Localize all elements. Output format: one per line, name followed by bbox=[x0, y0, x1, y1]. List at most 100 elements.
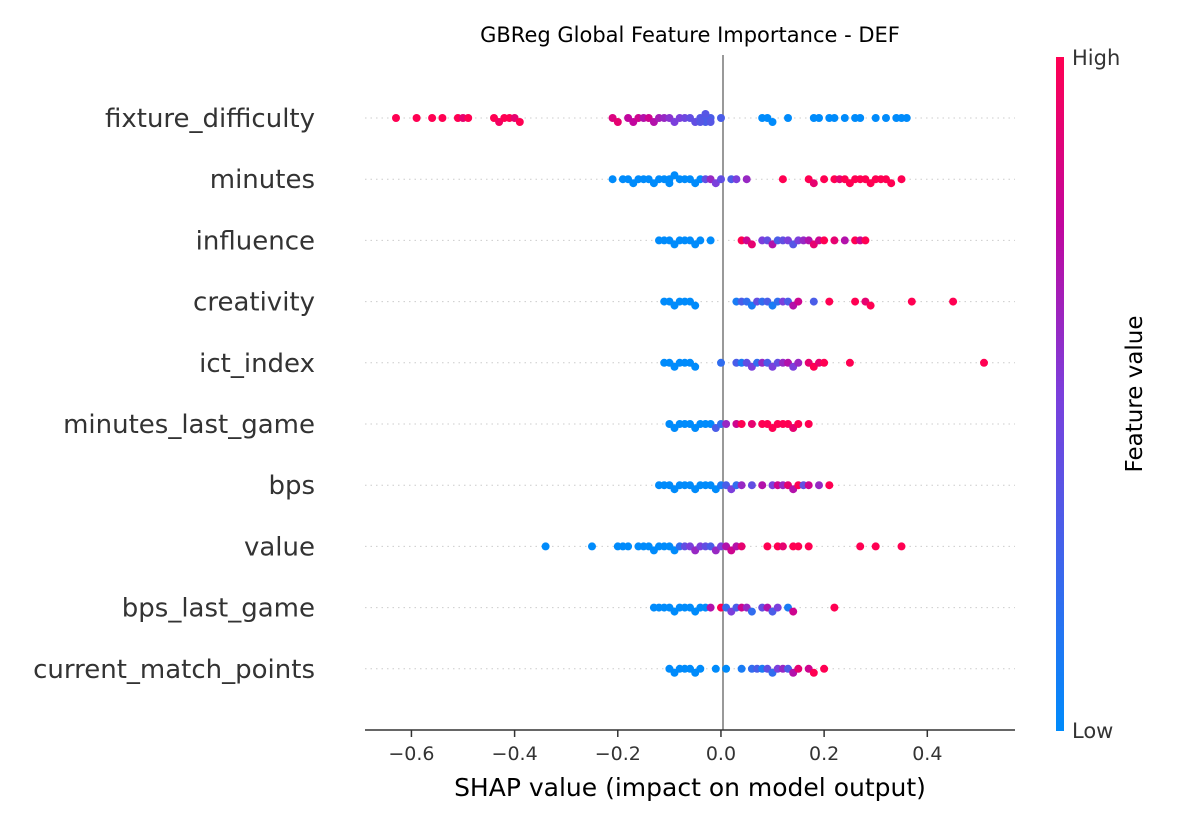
shap-point bbox=[897, 175, 906, 184]
x-tick-label: 0.2 bbox=[809, 743, 839, 765]
shap-point bbox=[794, 542, 803, 551]
shap-point bbox=[980, 358, 988, 367]
shap-point bbox=[747, 420, 756, 428]
feature-label: current_match_points bbox=[33, 655, 315, 685]
shap-point bbox=[784, 114, 792, 122]
x-ticks: −0.6 −0.4 −0.2 0.0 0.2 0.4 bbox=[388, 730, 942, 765]
shap-point bbox=[949, 297, 958, 306]
feature-label: value bbox=[244, 532, 315, 562]
shap-point bbox=[851, 297, 860, 306]
shap-point bbox=[588, 542, 596, 551]
shap-point bbox=[732, 175, 741, 184]
shap-point bbox=[815, 114, 823, 122]
shap-point bbox=[706, 118, 715, 126]
shap-point bbox=[902, 114, 911, 122]
shap-point bbox=[737, 420, 746, 428]
shap-point bbox=[815, 481, 823, 490]
shap-point bbox=[665, 179, 674, 188]
feature-label: minutes_last_game bbox=[63, 410, 315, 440]
feature-label: bps bbox=[268, 471, 315, 501]
shap-point bbox=[717, 358, 725, 367]
shap-point bbox=[696, 118, 705, 126]
colorbar-title: Feature value bbox=[1122, 315, 1148, 472]
x-tick-label: −0.2 bbox=[595, 743, 641, 765]
shap-point bbox=[747, 240, 756, 249]
shap-point bbox=[722, 664, 731, 673]
shap-point bbox=[737, 542, 746, 551]
x-tick-label: −0.6 bbox=[388, 743, 434, 765]
shap-point bbox=[830, 236, 839, 245]
shap-point bbox=[737, 481, 746, 490]
shap-point bbox=[866, 301, 875, 310]
shap-point bbox=[825, 297, 834, 306]
shap-point bbox=[789, 607, 798, 616]
shap-point bbox=[809, 668, 818, 677]
shap-point bbox=[856, 114, 865, 122]
row-gridlines bbox=[365, 117, 1015, 670]
shap-point bbox=[768, 118, 777, 126]
colorbar-high-label: High bbox=[1072, 46, 1120, 70]
shap-point bbox=[778, 542, 787, 551]
shap-point bbox=[722, 420, 731, 428]
shap-point bbox=[804, 542, 813, 551]
shap-point bbox=[696, 236, 705, 245]
chart-title: GBReg Global Feature Importance - DEF bbox=[480, 23, 900, 47]
shap-point bbox=[541, 542, 550, 551]
shap-point bbox=[830, 603, 839, 612]
shap-point bbox=[711, 664, 720, 673]
shap-point bbox=[696, 664, 705, 673]
x-axis-label: SHAP value (impact on model output) bbox=[454, 773, 926, 802]
shap-point bbox=[624, 542, 633, 551]
shap-point bbox=[763, 542, 772, 551]
shap-point bbox=[794, 420, 803, 428]
shap-point bbox=[742, 175, 751, 184]
x-tick-label: 0.0 bbox=[706, 743, 736, 765]
shap-point bbox=[464, 114, 473, 122]
shap-point bbox=[820, 236, 829, 245]
shap-point bbox=[882, 114, 890, 122]
shap-point bbox=[691, 301, 700, 310]
shap-point bbox=[608, 175, 617, 184]
colorbar-low-label: Low bbox=[1072, 719, 1113, 743]
shap-point bbox=[897, 542, 906, 551]
shap-point bbox=[840, 114, 849, 122]
shap-point bbox=[907, 297, 916, 306]
feature-label: minutes bbox=[210, 165, 315, 195]
shap-point bbox=[706, 603, 715, 612]
shap-point bbox=[758, 481, 767, 490]
feature-label: ict_index bbox=[199, 349, 315, 379]
shap-point bbox=[809, 179, 818, 188]
shap-point bbox=[747, 481, 756, 490]
shap-point bbox=[820, 358, 829, 367]
shap-point bbox=[613, 118, 622, 126]
shap-point bbox=[804, 481, 813, 490]
colorbar bbox=[1056, 57, 1064, 731]
x-tick-label: 0.4 bbox=[912, 743, 942, 765]
shap-point bbox=[825, 481, 834, 490]
shap-point bbox=[794, 297, 803, 306]
feature-label: bps_last_game bbox=[122, 594, 315, 624]
shap-point bbox=[706, 236, 715, 245]
shap-point bbox=[778, 175, 787, 184]
feature-label: influence bbox=[196, 226, 315, 256]
shap-point bbox=[515, 118, 524, 126]
feature-label: fixture_difficulty bbox=[105, 104, 315, 134]
points-layer bbox=[392, 110, 988, 677]
shap-point bbox=[794, 664, 803, 673]
shap-point bbox=[794, 358, 803, 367]
shap-point bbox=[737, 664, 746, 673]
shap-point bbox=[820, 664, 829, 673]
shap-point bbox=[820, 175, 829, 184]
shap-point bbox=[830, 114, 839, 122]
shap-point bbox=[773, 603, 782, 612]
shap-point bbox=[717, 114, 725, 122]
shap-point bbox=[809, 297, 818, 306]
shap-point bbox=[438, 114, 447, 122]
shap-point bbox=[691, 362, 700, 371]
shap-point bbox=[412, 114, 421, 122]
shap-point bbox=[845, 358, 854, 367]
shap-point bbox=[871, 114, 880, 122]
shap-point bbox=[804, 420, 813, 428]
